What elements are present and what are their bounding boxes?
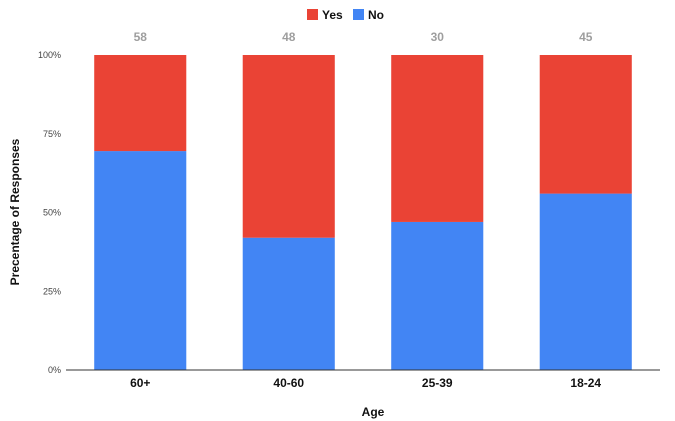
bar-yes-60+ xyxy=(94,55,187,152)
y-tick-label: 0% xyxy=(48,365,61,375)
legend-label-yes: Yes xyxy=(322,8,343,22)
bar-yes-25-39 xyxy=(391,55,484,222)
bar-no-40-60 xyxy=(242,237,335,370)
y-tick-label: 75% xyxy=(43,129,61,139)
bar-no-25-39 xyxy=(391,221,484,370)
legend: Yes No xyxy=(307,8,384,22)
legend-swatch-no xyxy=(353,9,364,20)
x-tick-label: 25-39 xyxy=(422,376,453,390)
bar-yes-40-60 xyxy=(242,55,335,238)
bar-total-label: 45 xyxy=(579,30,593,44)
plot-area: 0% 25% 50% 75% 100% 58 60+ 48 40-60 30 25-39 45 18-2… xyxy=(38,30,632,390)
bar-no-60+ xyxy=(94,151,187,370)
bar-total-label: 30 xyxy=(431,30,445,44)
x-tick-label: 40-60 xyxy=(273,376,304,390)
bar-yes-18-24 xyxy=(539,55,632,194)
y-axis-title: Precentage of Responses xyxy=(8,138,22,285)
x-tick-label: 60+ xyxy=(130,376,150,390)
x-tick-label: 18-24 xyxy=(570,376,601,390)
bar-no-18-24 xyxy=(539,193,632,370)
x-axis-title: Age xyxy=(362,405,385,419)
y-tick-label: 100% xyxy=(38,50,61,60)
bar-total-label: 48 xyxy=(282,30,296,44)
bar-total-label: 58 xyxy=(134,30,148,44)
legend-swatch-yes xyxy=(307,9,318,20)
y-tick-label: 50% xyxy=(43,208,61,218)
legend-label-no: No xyxy=(368,8,384,22)
y-tick-label: 25% xyxy=(43,286,61,296)
